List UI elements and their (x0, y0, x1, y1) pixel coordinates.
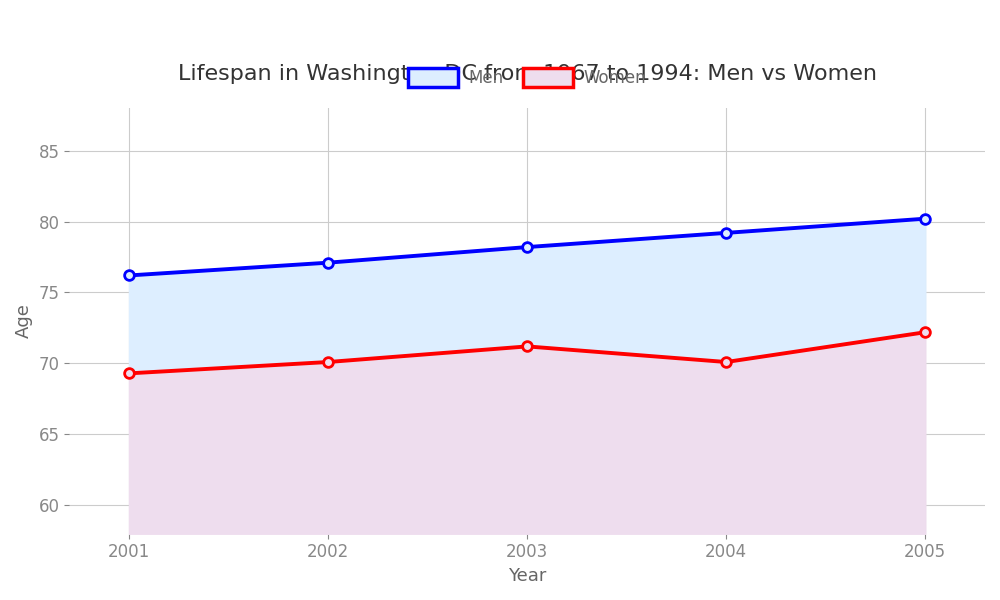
Y-axis label: Age: Age (15, 304, 33, 338)
X-axis label: Year: Year (508, 567, 546, 585)
Title: Lifespan in Washington DC from 1967 to 1994: Men vs Women: Lifespan in Washington DC from 1967 to 1… (178, 64, 877, 84)
Legend: Men, Women: Men, Women (402, 61, 653, 94)
